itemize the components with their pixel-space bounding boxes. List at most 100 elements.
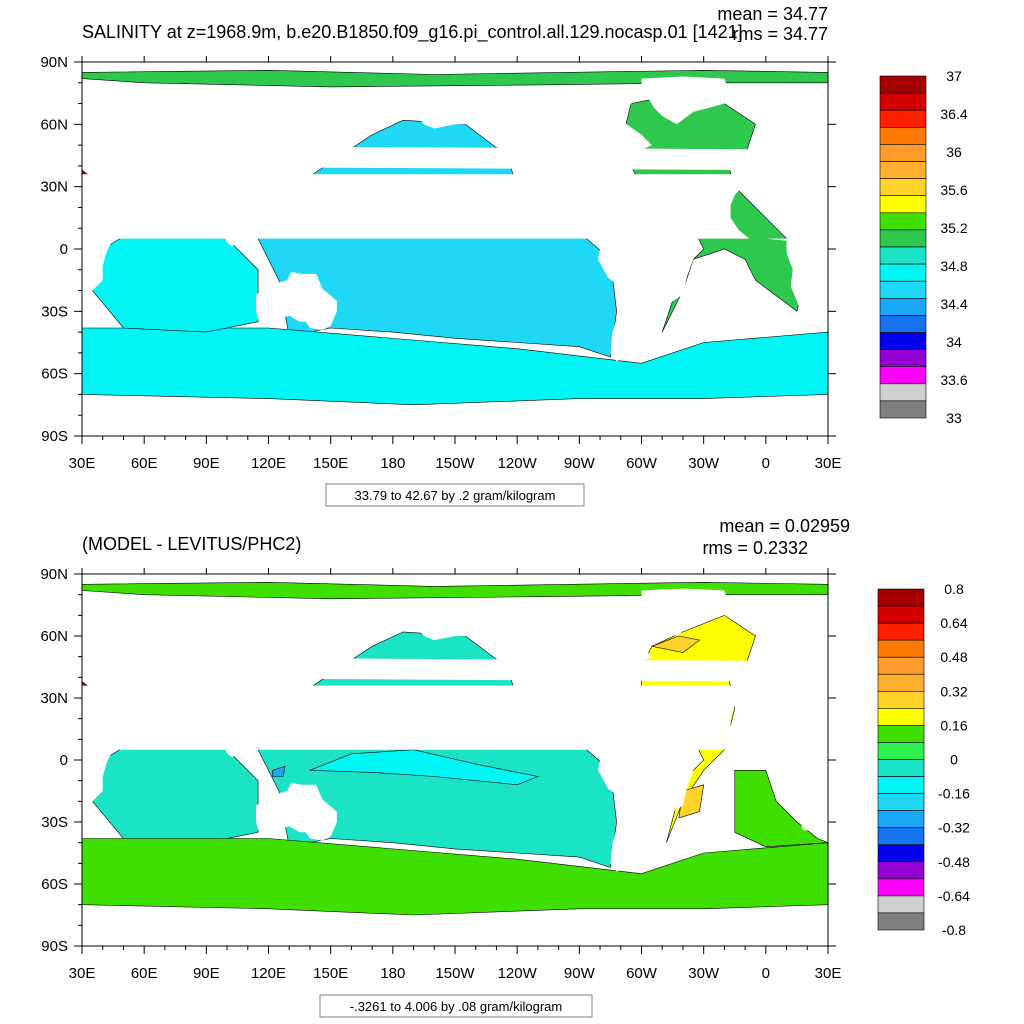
colorbar-swatch: [877, 793, 925, 811]
colorbar-swatch: [879, 75, 927, 94]
panel-title: (MODEL - LEVITUS/PHC2): [82, 534, 301, 554]
land-mask: [765, 103, 828, 167]
colorbar-label: 35.2: [940, 220, 967, 236]
land-mask: [765, 172, 828, 320]
land-mask: [765, 683, 828, 831]
colorbar-swatch: [879, 297, 927, 316]
colorbar-swatch: [877, 622, 925, 641]
x-tick-label: 30E: [69, 455, 96, 472]
colorbar-swatch: [877, 844, 925, 863]
x-tick-label: 90W: [564, 455, 596, 472]
colorbar-label: 33.6: [940, 372, 967, 388]
colorbar-swatch: [877, 605, 925, 624]
colorbar-label: 36: [946, 144, 962, 160]
colorbar-swatch: [877, 673, 925, 692]
y-tick-label: 30N: [40, 179, 68, 196]
land-mask: [256, 782, 337, 841]
x-tick-label: 180: [380, 965, 405, 982]
colorbar-label: -0.8: [942, 922, 966, 938]
colorbar-swatch: [879, 144, 927, 162]
colorbar-swatch: [877, 708, 925, 726]
x-tick-label: 0: [762, 455, 770, 472]
x-tick-label: 120W: [498, 455, 538, 472]
x-tick-label: 30E: [69, 965, 96, 982]
colorbar-label: 33: [946, 410, 962, 426]
land-mask: [1002, 783, 1024, 841]
y-tick-label: 30S: [41, 303, 68, 320]
y-tick-label: 30S: [41, 814, 68, 831]
x-tick-label: 150E: [313, 965, 348, 982]
colorbar-label: 0.8: [944, 581, 964, 597]
region-9: [309, 749, 539, 786]
x-tick-label: 30W: [688, 455, 720, 472]
land-mask: [413, 99, 694, 362]
colorbar-swatch: [879, 400, 927, 419]
stat-rms: rms = 34.77: [732, 24, 828, 44]
region-5: [734, 769, 828, 848]
colorbar-swatch: [877, 759, 925, 777]
colorbar-swatch: [879, 229, 927, 248]
land-mask: [765, 615, 828, 678]
colorbar-swatch: [877, 725, 925, 743]
y-tick-label: 60N: [40, 628, 68, 645]
colorbar-swatch: [879, 280, 927, 299]
colorbar-label: 0.16: [940, 717, 967, 733]
colorbar-label: 0.32: [940, 683, 967, 699]
land-mask: [614, 76, 729, 125]
colorbar-label: 36.4: [940, 106, 967, 122]
colorbar-swatch: [879, 212, 927, 231]
colorbar-swatch: [877, 656, 925, 675]
colorbar-swatch: [877, 742, 925, 760]
x-tick-label: 90E: [193, 455, 220, 472]
range-note-box: [319, 994, 593, 1018]
y-tick-label: 0: [60, 241, 68, 258]
colorbar-label: 34.4: [940, 296, 967, 312]
colorbar-swatch: [879, 383, 927, 402]
x-tick-label: 60E: [131, 965, 158, 982]
colorbar-swatch: [879, 349, 927, 368]
land-mask: [413, 611, 694, 872]
x-tick-label: 60W: [626, 455, 658, 472]
range-note-box: [325, 483, 585, 507]
colorbar: 37 36.4 36 35.6 35.2 34.8 34.4 34 33.6 33: [879, 68, 968, 426]
colorbar-swatch: [877, 912, 925, 931]
y-tick-label: 60S: [41, 876, 68, 893]
colorbar-swatch: [877, 827, 925, 846]
colorbar-label: 35.6: [940, 182, 967, 198]
y-tick-label: 90S: [41, 428, 68, 445]
colorbar-swatch: [879, 332, 927, 350]
land-mask: [82, 86, 756, 247]
land-mask: [614, 588, 729, 636]
colorbar-swatch: [879, 315, 927, 333]
region-2: [82, 838, 828, 916]
colorbar-label: 34.8: [940, 258, 967, 274]
colorbar-swatch: [879, 178, 927, 197]
land-mask: [1002, 272, 1024, 330]
colorbar-swatch: [879, 161, 927, 179]
colorbar-swatch: [879, 109, 927, 128]
colorbar-swatch: [879, 263, 927, 282]
map-plot: 30E 60E 90E 120E 150E 180 150W 120W 90W 60W 30W 0 30…: [40, 566, 1024, 982]
x-tick-label: 30E: [815, 455, 842, 472]
y-tick-label: 30N: [40, 690, 68, 707]
colorbar-label: 34: [946, 334, 962, 350]
colorbar-swatch: [877, 878, 925, 897]
y-tick-label: 90N: [40, 566, 68, 583]
colorbar-swatch: [879, 366, 927, 385]
colorbar-label: -0.32: [938, 820, 970, 836]
x-tick-label: 60E: [131, 455, 158, 472]
colorbar-label: -0.16: [938, 786, 970, 802]
panel-title: SALINITY at z=1968.9m, b.e20.B1850.f09_g…: [82, 22, 743, 43]
x-tick-label: 150W: [435, 965, 475, 982]
x-tick-label: 120E: [251, 965, 286, 982]
panel-difference: (MODEL - LEVITUS/PHC2) mean = 0.02959 rm…: [40, 516, 1024, 1018]
x-tick-label: 60W: [626, 965, 658, 982]
range-note: 33.79 to 42.67 by .2 gram/kilogram: [355, 488, 556, 503]
x-tick-label: 180: [380, 455, 405, 472]
colorbar-label: 37: [946, 68, 962, 84]
x-tick-label: 90W: [564, 965, 596, 982]
land-mask: [82, 598, 756, 758]
region-10: [272, 765, 286, 777]
land-mask: [256, 271, 337, 330]
colorbar-swatch: [879, 195, 927, 214]
